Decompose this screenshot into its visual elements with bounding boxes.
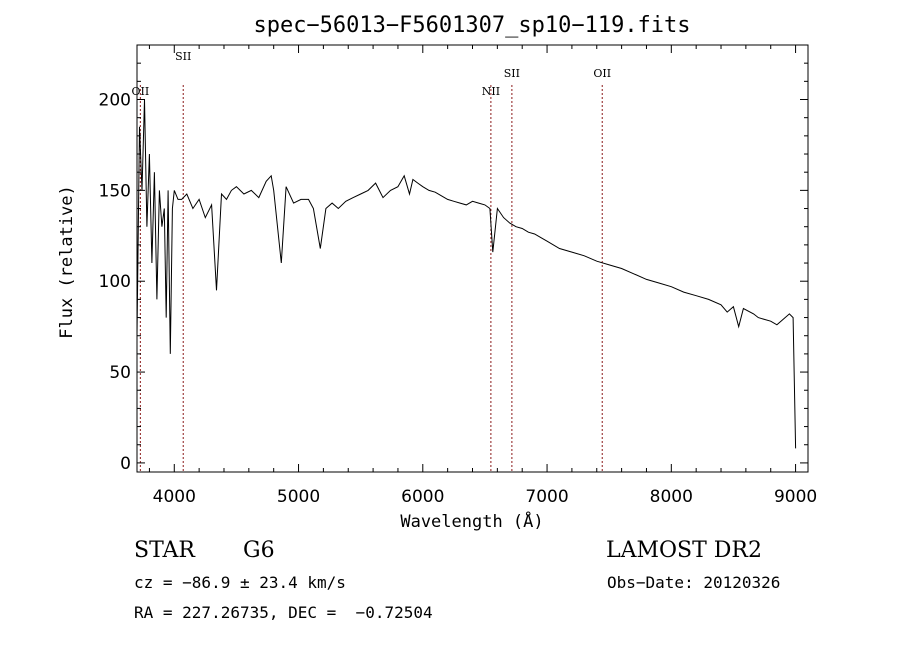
x-tick-label-0: 4000 xyxy=(153,487,196,507)
survey-name: LAMOST DR2 xyxy=(606,538,762,563)
obs-date-text: Obs−Date: 20120326 xyxy=(607,573,781,592)
x-tick-label-4: 8000 xyxy=(650,487,693,507)
y-tick-label-4: 200 xyxy=(99,91,131,111)
y-tick-label-2: 100 xyxy=(99,272,131,292)
x-tick-label-2: 6000 xyxy=(401,487,444,507)
marker-label-1: SII xyxy=(175,50,191,63)
y-axis-label: Flux (relative) xyxy=(57,185,77,339)
y-tick-label-0: 0 xyxy=(120,454,131,474)
y-tick-label-1: 50 xyxy=(109,363,131,383)
coordinates-text: RA = 227.26735, DEC = −0.72504 xyxy=(134,603,433,622)
marker-label-3: SII xyxy=(504,67,520,80)
object-subclass: G6 xyxy=(243,538,275,563)
x-axis-label: Wavelength (Å) xyxy=(400,510,543,532)
object-class: STAR xyxy=(134,538,195,563)
emission-line-markers: OII SII NII SII OII xyxy=(131,50,611,472)
marker-label-4: OII xyxy=(593,67,611,80)
x-tick-label-5: 9000 xyxy=(774,487,817,507)
series-layer xyxy=(136,99,797,449)
x-tick-label-3: 7000 xyxy=(525,487,568,507)
plot-frame xyxy=(136,44,809,473)
redshift-text: cz = −86.9 ± 23.4 km/s xyxy=(134,573,346,592)
marker-label-2: NII xyxy=(482,85,500,98)
x-tick-label-1: 5000 xyxy=(277,487,320,507)
marker-label-0: OII xyxy=(131,85,149,98)
x-axis-ticks: 4000 5000 6000 7000 8000 9000 xyxy=(148,45,817,507)
chart-title: spec−56013−F5601307_sp10−119.fits xyxy=(253,13,690,38)
y-axis-ticks: 0 50 100 150 200 xyxy=(99,62,808,474)
y-tick-label-3: 150 xyxy=(99,181,131,201)
spectrum-line-0 xyxy=(136,99,797,449)
